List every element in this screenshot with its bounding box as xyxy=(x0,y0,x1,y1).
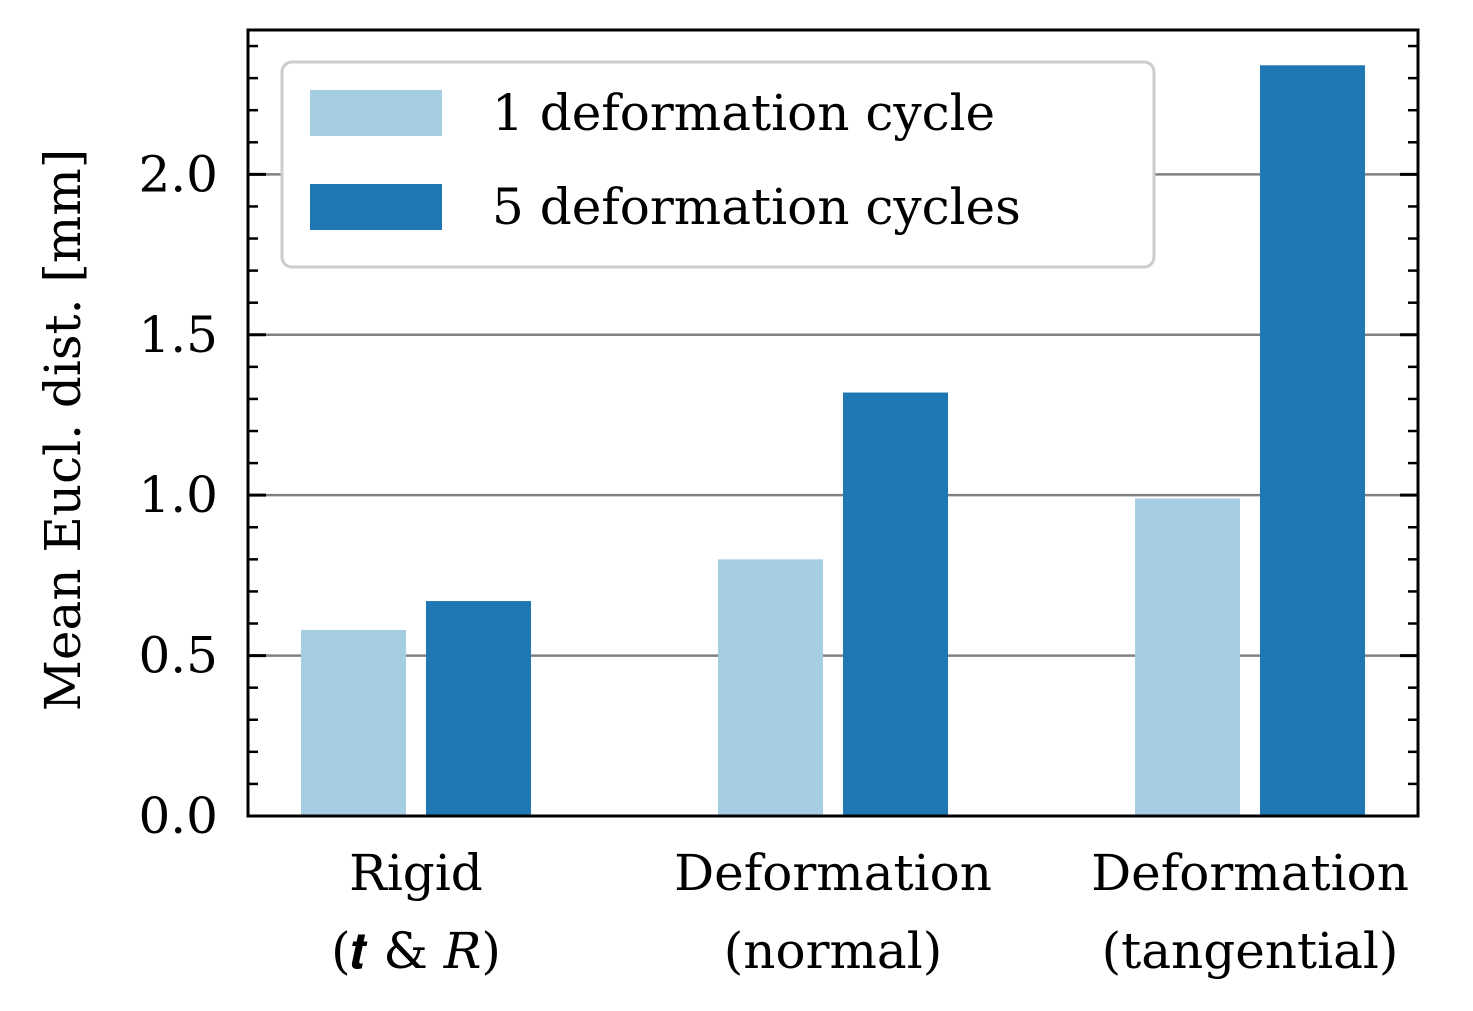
labels: Mean Eucl. dist. [mm] 0.0 0.5 1.0 1.5 2.0 Rig… xyxy=(34,145,1409,980)
x-category-sublabel: (tangential) xyxy=(1102,922,1399,980)
bar-one-cycle-2 xyxy=(1135,498,1240,816)
y-axis-title: Mean Eucl. dist. [mm] xyxy=(34,149,92,712)
y-tick-label: 2.0 xyxy=(138,145,218,203)
y-tick-label: 0.5 xyxy=(138,627,218,685)
x-category-sublabel: (𝒕 & 𝑅) xyxy=(331,922,501,980)
legend-swatch xyxy=(310,90,442,136)
plot-frame xyxy=(246,28,1420,818)
axes xyxy=(246,28,1420,818)
bars xyxy=(301,65,1365,816)
legend-box xyxy=(280,60,1156,269)
y-tick-label: 1.0 xyxy=(138,466,218,524)
bar-five-cycles-1 xyxy=(843,392,948,816)
bar-five-cycles-0 xyxy=(426,601,531,816)
x-category-label: Deformation xyxy=(674,844,992,902)
y-tick-label: 0.0 xyxy=(138,787,218,845)
y-tick-label: 1.5 xyxy=(138,306,218,364)
legend-label: 1 deformation cycle xyxy=(492,84,995,142)
legend: 1 deformation cycle 5 deformation cycles xyxy=(280,60,1156,269)
legend-swatch xyxy=(310,184,442,230)
x-category-label: Deformation xyxy=(1091,844,1409,902)
legend-label: 5 deformation cycles xyxy=(492,178,1021,236)
x-category-sublabel: (normal) xyxy=(724,922,942,980)
bar-five-cycles-2 xyxy=(1260,65,1365,816)
bar-one-cycle-0 xyxy=(301,629,406,816)
bar-one-cycle-1 xyxy=(718,559,823,816)
x-category-label: Rigid xyxy=(349,844,483,902)
